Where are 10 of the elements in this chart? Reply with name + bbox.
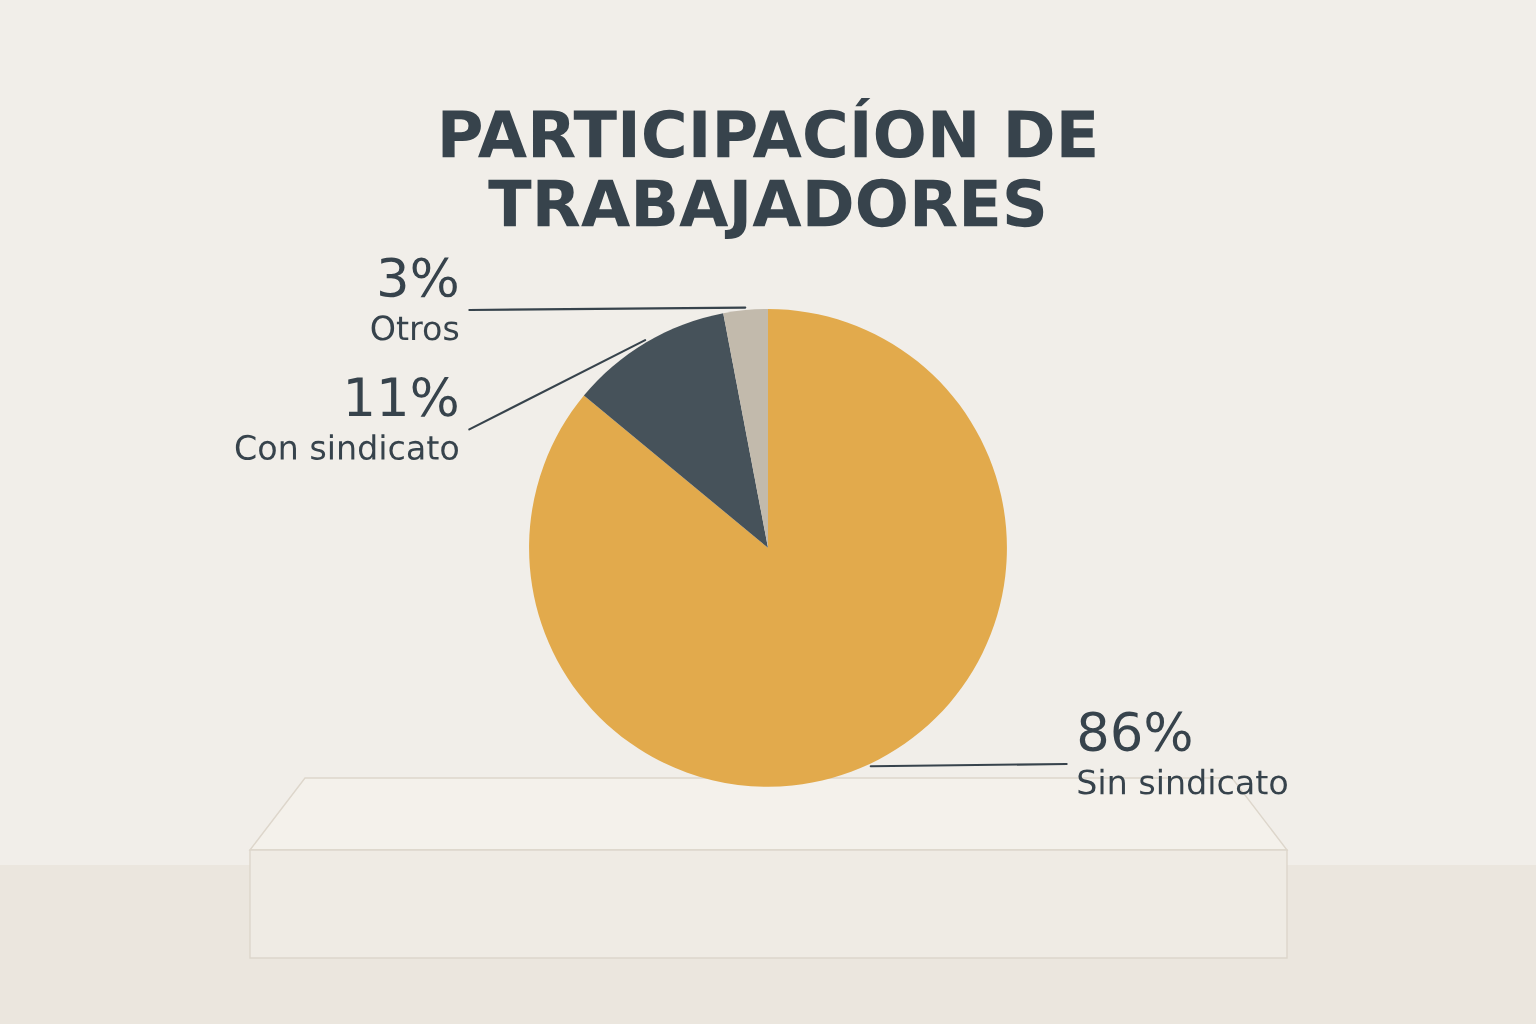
data-label: 11% bbox=[348, 376, 457, 417]
data-label: 3% bbox=[380, 257, 457, 298]
pie-slice bbox=[583, 313, 768, 548]
pie-slice bbox=[723, 308, 768, 548]
chart-title: PARTICIPACÍON DE TRABAJADORES bbox=[442, 98, 1095, 240]
slice-label: Otros bbox=[371, 315, 459, 341]
slice-label: Sin sindicato bbox=[1078, 768, 1287, 795]
data-label: 86% bbox=[1079, 711, 1191, 752]
pie-slice bbox=[529, 308, 1007, 787]
slice-label: Con sindicato bbox=[235, 434, 458, 461]
